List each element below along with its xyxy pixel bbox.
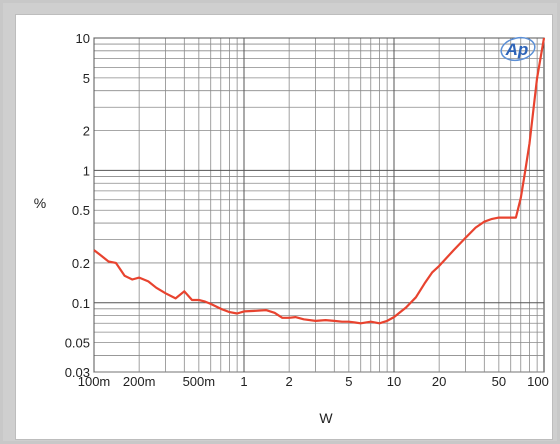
x-tick-label: 500m <box>183 374 216 389</box>
ap-logo: Ap <box>500 36 536 62</box>
x-tick-label: 2 <box>286 374 293 389</box>
y-tick-label: 5 <box>83 71 90 86</box>
x-tick-label: 50 <box>492 374 506 389</box>
distortion-chart: 100m 200m 500m 1 2 5 10 20 50 100 0.030.050.10.20… <box>34 31 549 426</box>
major-gridlines <box>93 37 544 372</box>
x-tick-labels: 100m 200m 500m 1 2 5 10 20 50 100 <box>78 374 549 389</box>
x-tick-label: 5 <box>345 374 352 389</box>
y-tick-label: 0.2 <box>72 256 90 271</box>
y-tick-label: 0.05 <box>65 336 90 351</box>
x-axis-label: W <box>319 410 333 426</box>
x-tick-label: 1 <box>240 374 247 389</box>
y-tick-label: 0.03 <box>65 365 90 380</box>
minor-gridlines <box>94 38 544 373</box>
x-tick-label: 200m <box>123 374 156 389</box>
plot-area <box>93 37 545 373</box>
y-tick-label: 0.1 <box>72 296 90 311</box>
x-tick-label: 100 <box>527 374 549 389</box>
y-axis-label: % <box>34 195 46 211</box>
series-line <box>93 37 546 325</box>
y-tick-label: 2 <box>83 124 90 139</box>
ap-logo-text: Ap <box>505 40 529 59</box>
x-tick-label: 100m <box>78 374 111 389</box>
y-tick-labels: 0.03 0.05 0.1 0.2 0.5 1 2 5 10 <box>65 31 90 380</box>
chart-panel: 100m 200m 500m 1 2 5 10 20 50 100 0.03 0.05 0.1 0.2 0… <box>15 14 553 440</box>
y-tick-label: 1 <box>83 163 90 178</box>
y-tick-label: 0.5 <box>72 203 90 218</box>
y-tick-label: 10 <box>76 31 90 46</box>
x-tick-label: 10 <box>387 374 401 389</box>
x-tick-label: 20 <box>432 374 446 389</box>
